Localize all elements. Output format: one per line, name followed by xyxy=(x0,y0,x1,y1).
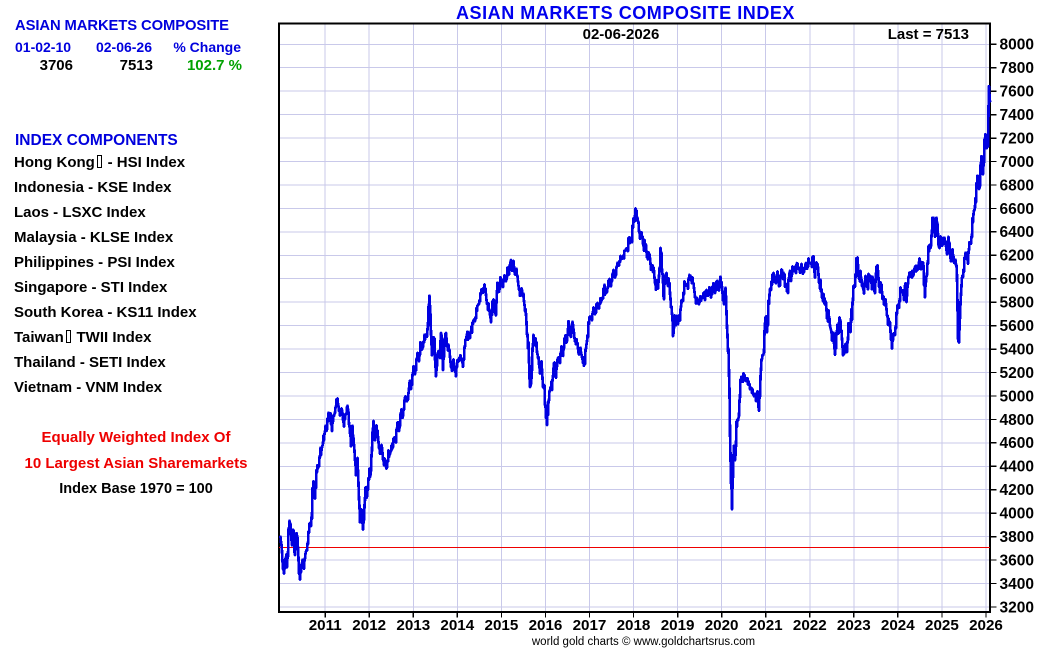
svg-text:3400: 3400 xyxy=(1000,576,1034,593)
svg-text:7000: 7000 xyxy=(1000,154,1034,171)
svg-text:Last = 7513: Last = 7513 xyxy=(888,26,969,43)
svg-text:4400: 4400 xyxy=(1000,459,1034,476)
svg-text:8000: 8000 xyxy=(1000,37,1034,54)
svg-text:2016: 2016 xyxy=(529,617,563,634)
svg-text:2017: 2017 xyxy=(573,617,607,634)
svg-text:2015: 2015 xyxy=(485,617,519,634)
svg-text:2021: 2021 xyxy=(749,617,783,634)
svg-text:6200: 6200 xyxy=(1000,248,1034,265)
svg-text:02-06-2026: 02-06-2026 xyxy=(583,26,660,43)
svg-text:4200: 4200 xyxy=(1000,482,1034,499)
svg-text:2019: 2019 xyxy=(661,617,695,634)
svg-text:2012: 2012 xyxy=(352,617,386,634)
svg-text:4000: 4000 xyxy=(1000,506,1034,523)
svg-text:5200: 5200 xyxy=(1000,365,1034,382)
svg-text:2022: 2022 xyxy=(793,617,827,634)
svg-text:2020: 2020 xyxy=(705,617,739,634)
svg-text:5000: 5000 xyxy=(1000,388,1034,405)
svg-text:4600: 4600 xyxy=(1000,435,1034,452)
svg-text:2014: 2014 xyxy=(440,617,474,634)
svg-text:7400: 7400 xyxy=(1000,107,1034,124)
svg-text:3600: 3600 xyxy=(1000,552,1034,569)
svg-text:4800: 4800 xyxy=(1000,412,1034,429)
svg-text:2023: 2023 xyxy=(837,617,871,634)
svg-text:2011: 2011 xyxy=(309,617,343,634)
svg-text:3800: 3800 xyxy=(1000,529,1034,546)
svg-text:2018: 2018 xyxy=(617,617,651,634)
svg-text:5600: 5600 xyxy=(1000,318,1034,335)
svg-text:5400: 5400 xyxy=(1000,342,1034,359)
svg-text:7800: 7800 xyxy=(1000,60,1034,77)
svg-text:7600: 7600 xyxy=(1000,84,1034,101)
svg-text:2013: 2013 xyxy=(396,617,430,634)
svg-text:5800: 5800 xyxy=(1000,295,1034,312)
svg-text:2026: 2026 xyxy=(969,617,1003,634)
svg-text:2024: 2024 xyxy=(881,617,915,634)
svg-text:6600: 6600 xyxy=(1000,201,1034,218)
svg-text:6400: 6400 xyxy=(1000,224,1034,241)
svg-text:3200: 3200 xyxy=(1000,599,1034,616)
svg-text:2025: 2025 xyxy=(925,617,959,634)
svg-text:6000: 6000 xyxy=(1000,271,1034,288)
svg-text:6800: 6800 xyxy=(1000,177,1034,194)
svg-text:7200: 7200 xyxy=(1000,131,1034,148)
